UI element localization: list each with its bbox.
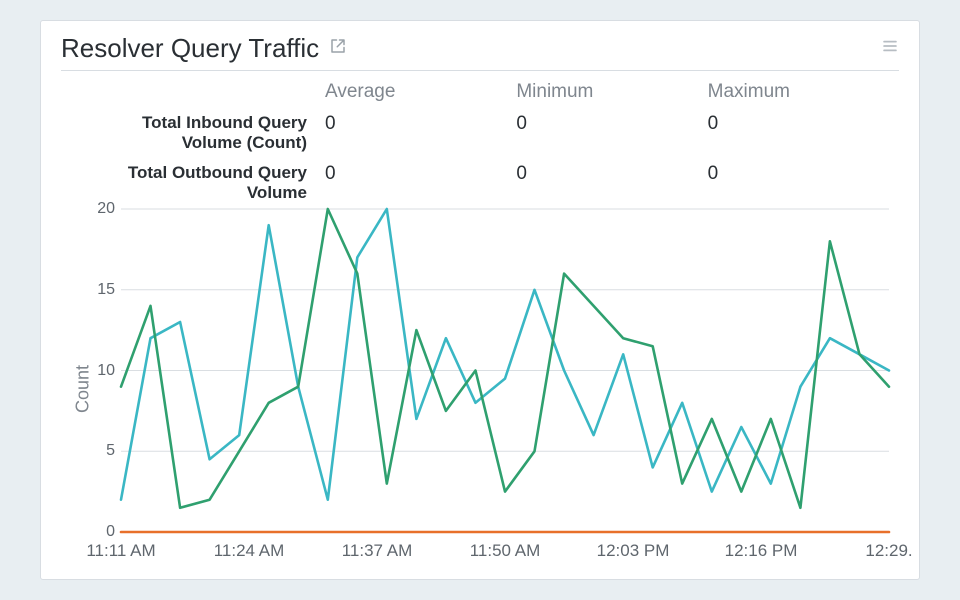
y-tick-label: 20 — [89, 200, 115, 218]
x-tick-label: 12:29. — [865, 541, 912, 561]
x-tick-label: 11:11 AM — [86, 541, 155, 561]
x-tick-label: 12:03 PM — [597, 541, 670, 561]
x-axis: 11:11 AM11:24 AM11:37 AM11:50 AM12:03 PM… — [121, 533, 889, 569]
cell-outbound-avg: 0 — [325, 163, 516, 203]
chart-block: Count 05101520 11:11 AM11:24 AM11:37 AM1… — [61, 209, 899, 569]
cell-inbound-avg: 0 — [325, 113, 516, 153]
hamburger-menu-icon[interactable] — [881, 37, 899, 60]
cell-inbound-min: 0 — [516, 113, 707, 153]
summary-table: Average Minimum Maximum Total Inbound Qu… — [61, 81, 899, 203]
card-title-wrap: Resolver Query Traffic — [61, 33, 347, 64]
x-tick-label: 11:50 AM — [470, 541, 541, 561]
series-inbound — [121, 209, 889, 508]
chart-plot-area: 05101520 — [121, 209, 889, 533]
y-tick-label: 0 — [89, 523, 115, 541]
chart-svg — [121, 209, 889, 532]
col-head-maximum: Maximum — [708, 81, 899, 103]
col-head-minimum: Minimum — [516, 81, 707, 103]
row-label-inbound: Total Inbound Query Volume (Count) — [81, 113, 325, 153]
empty-corner — [81, 81, 325, 103]
cell-outbound-min: 0 — [516, 163, 707, 203]
y-tick-label: 5 — [89, 442, 115, 460]
x-tick-label: 11:24 AM — [214, 541, 285, 561]
cell-outbound-max: 0 — [708, 163, 899, 203]
y-tick-label: 10 — [89, 362, 115, 380]
x-tick-label: 11:37 AM — [342, 541, 413, 561]
card-header: Resolver Query Traffic — [61, 33, 899, 71]
cell-inbound-max: 0 — [708, 113, 899, 153]
y-tick-label: 15 — [89, 281, 115, 299]
col-head-average: Average — [325, 81, 516, 103]
row-label-outbound: Total Outbound Query Volume — [81, 163, 325, 203]
resolver-query-traffic-card: Resolver Query Traffic Average Minimum M… — [40, 20, 920, 580]
card-title: Resolver Query Traffic — [61, 33, 319, 64]
x-tick-label: 12:16 PM — [725, 541, 798, 561]
popout-icon[interactable] — [329, 37, 347, 60]
